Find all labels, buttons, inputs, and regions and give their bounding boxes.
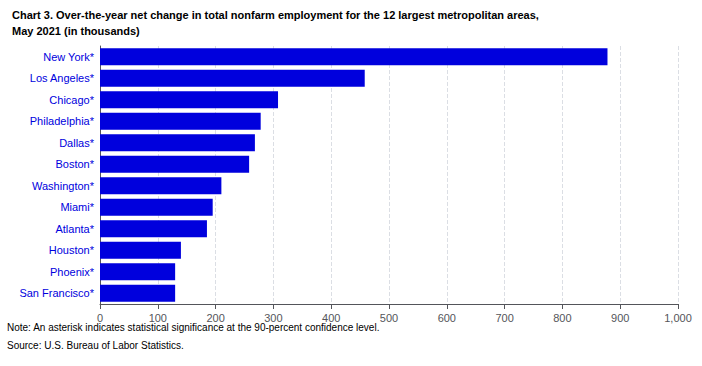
svg-text:0: 0: [97, 312, 103, 324]
svg-text:1,000: 1,000: [664, 312, 692, 324]
svg-text:Houston*: Houston*: [49, 244, 95, 256]
svg-text:Miami*: Miami*: [60, 201, 94, 213]
svg-text:Washington*: Washington*: [32, 180, 95, 192]
svg-text:900: 900: [611, 312, 629, 324]
svg-text:Note: An asterisk indicates st: Note: An asterisk indicates statistical …: [7, 321, 380, 333]
svg-text:San Francisco*: San Francisco*: [19, 287, 94, 299]
svg-text:Chicago*: Chicago*: [49, 94, 94, 106]
svg-text:600: 600: [438, 312, 456, 324]
svg-text:500: 500: [380, 312, 398, 324]
svg-text:800: 800: [553, 312, 571, 324]
svg-text:May 2021 (in thousands): May 2021 (in thousands): [12, 25, 140, 37]
svg-text:300: 300: [264, 312, 282, 324]
svg-text:New York*: New York*: [43, 51, 94, 63]
svg-text:Phoenix*: Phoenix*: [50, 266, 95, 278]
svg-text:Source: U.S. Bureau of Labor S: Source: U.S. Bureau of Labor Statistics.: [7, 340, 184, 351]
svg-text:Chart 3. Over-the-year net cha: Chart 3. Over-the-year net change in tot…: [12, 9, 539, 21]
svg-text:Boston*: Boston*: [55, 158, 94, 170]
svg-text:Philadelphia*: Philadelphia*: [30, 115, 95, 127]
svg-text:200: 200: [206, 312, 224, 324]
svg-text:700: 700: [495, 312, 513, 324]
svg-text:100: 100: [149, 312, 167, 324]
svg-text:400: 400: [322, 312, 340, 324]
svg-text:Dallas*: Dallas*: [59, 137, 95, 149]
svg-text:Atlanta*: Atlanta*: [55, 223, 94, 235]
svg-text:Los Angeles*: Los Angeles*: [30, 72, 95, 84]
